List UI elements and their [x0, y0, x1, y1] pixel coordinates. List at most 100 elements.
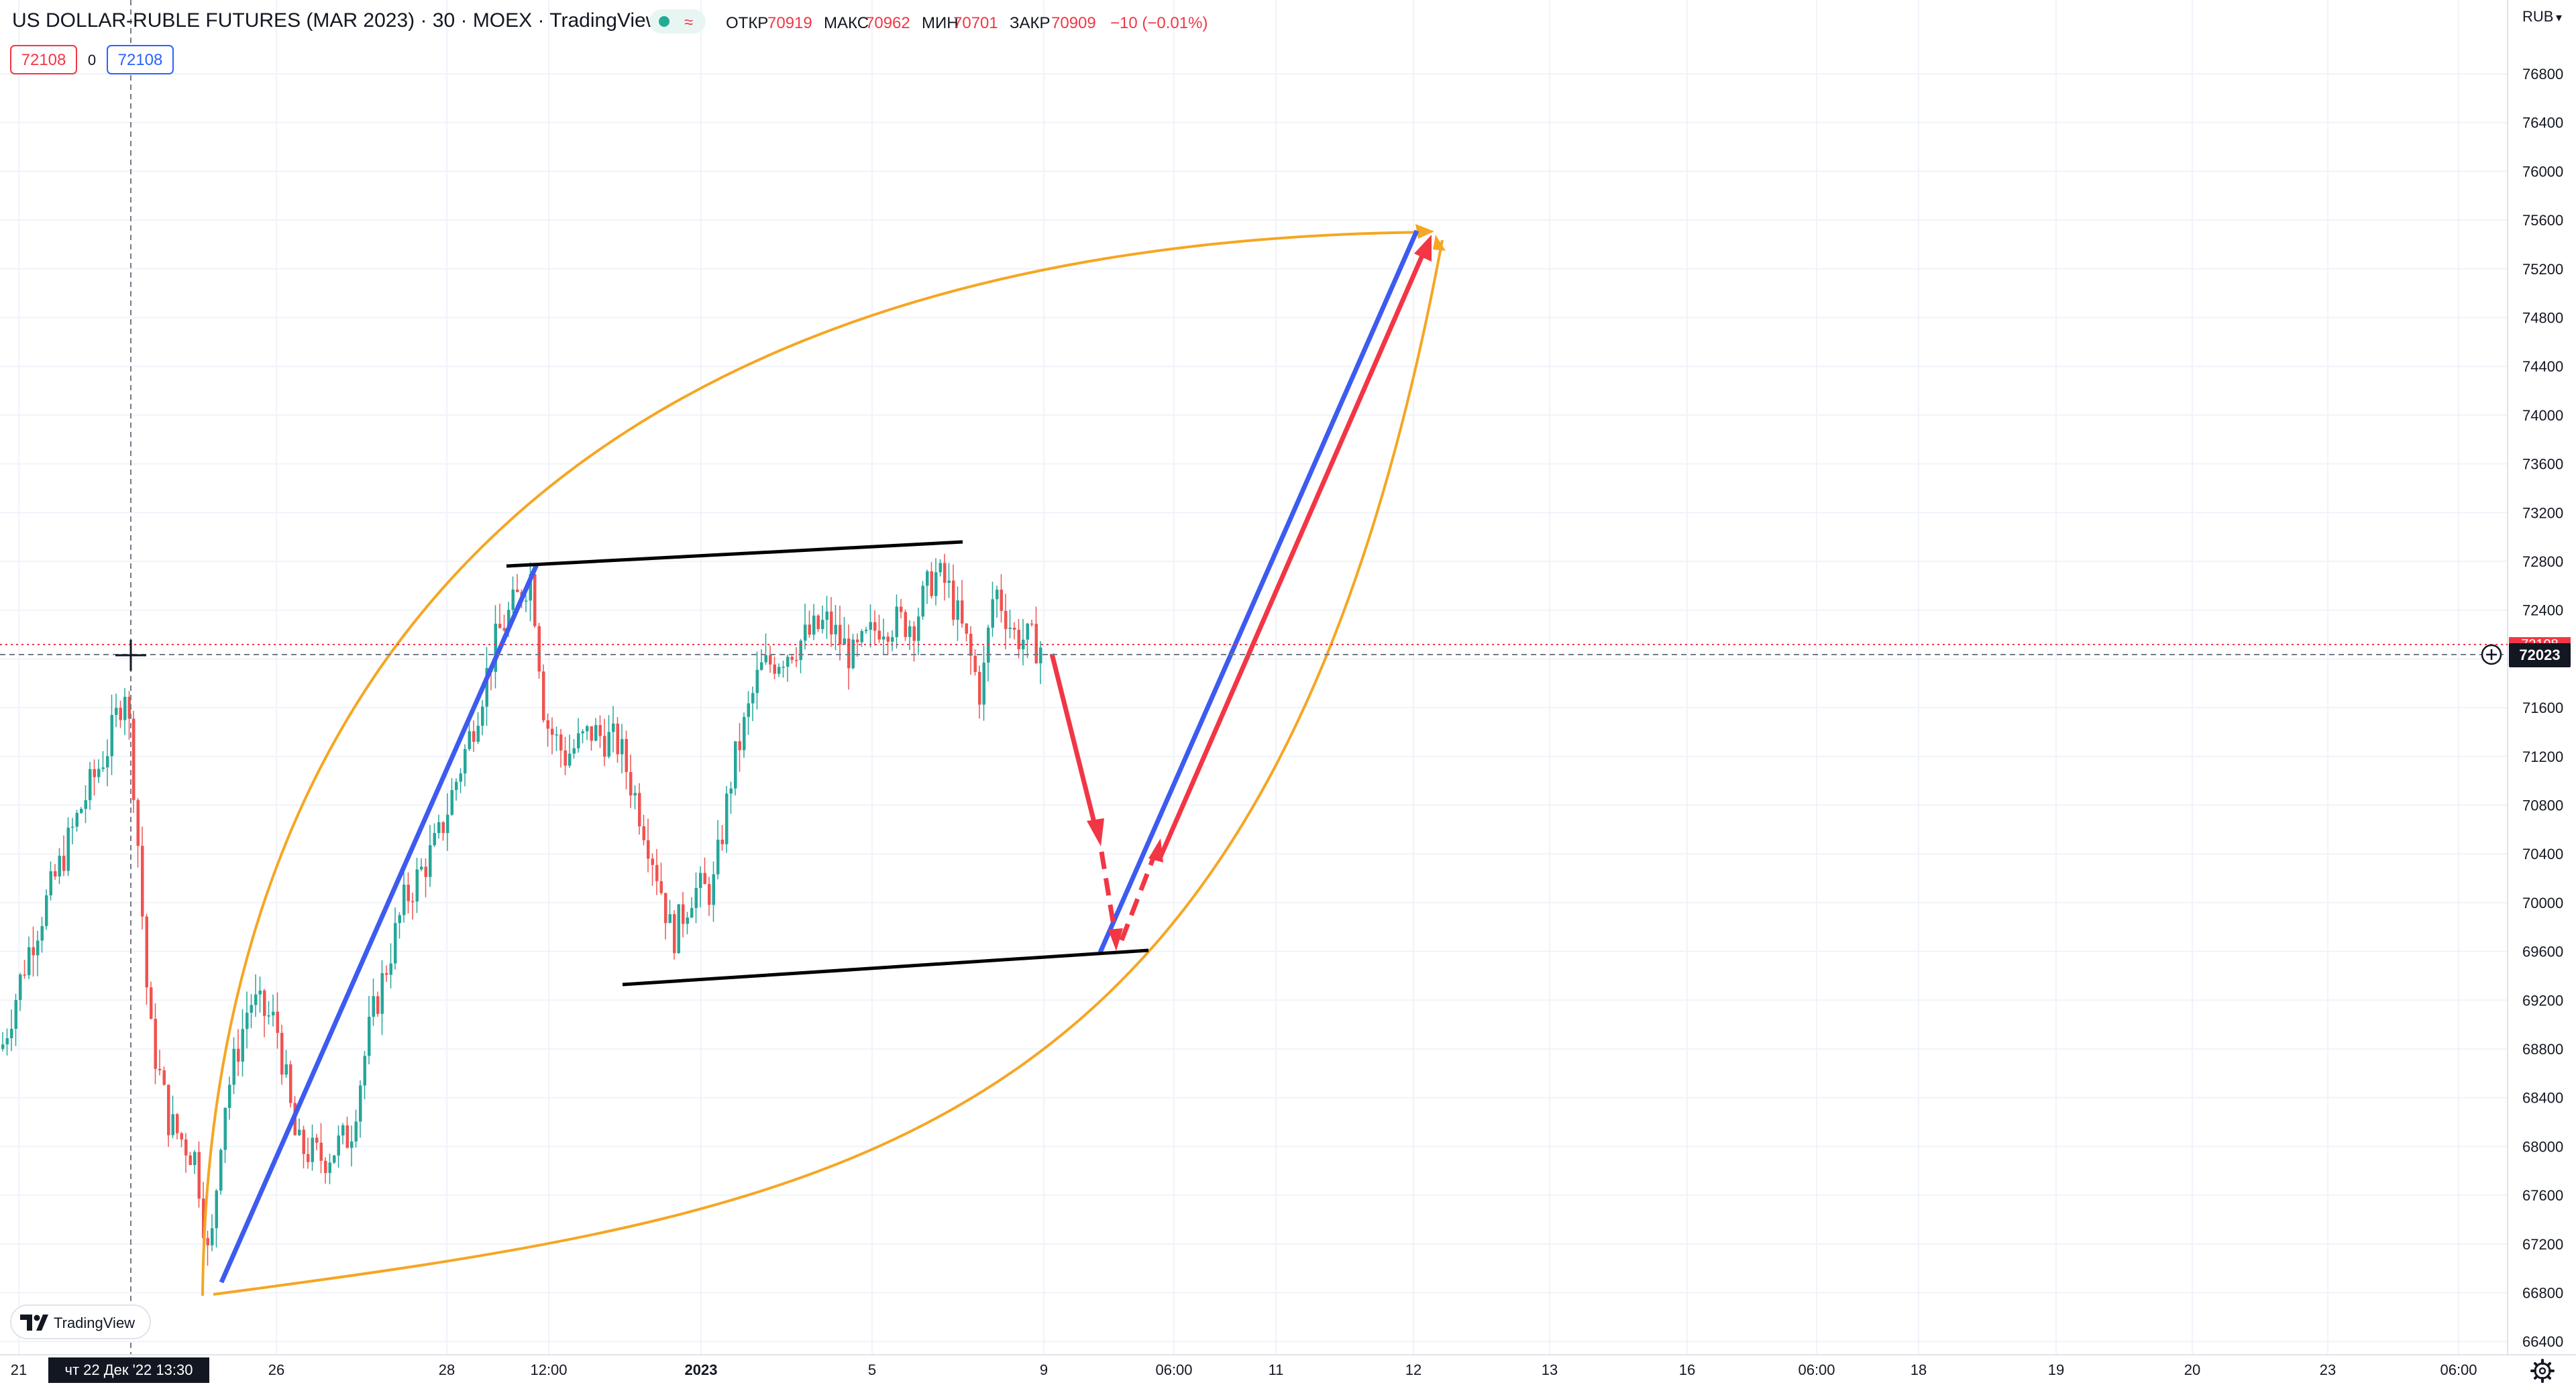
price-tick-label: 73600 — [2522, 456, 2563, 473]
orange-upper-curve[interactable] — [201, 231, 1431, 1296]
ohlc-label: МИН — [922, 14, 959, 32]
orange-arrowhead-right — [1415, 224, 1434, 239]
candle — [830, 597, 833, 647]
price-tick-label: 72800 — [2522, 553, 2563, 570]
buy-button[interactable] — [107, 45, 174, 74]
price-tick-label: 75200 — [2522, 261, 2563, 278]
candle — [699, 866, 702, 907]
channel-lower-line[interactable] — [622, 948, 1149, 987]
candle — [101, 750, 105, 772]
candlestick-series — [1, 553, 1042, 1266]
time-tick-label: 19 — [2048, 1361, 2064, 1378]
candle — [633, 785, 637, 810]
price-scale[interactable]: 76800 76400 76000 75600 75200 74800 74400 74000… — [2507, 0, 2563, 1355]
drawings-layer[interactable] — [201, 224, 1446, 1296]
candle — [19, 972, 22, 1011]
price-tick-label: 66400 — [2522, 1333, 2563, 1350]
price-tick-label: 76400 — [2522, 115, 2563, 131]
candle — [738, 723, 741, 772]
candle — [66, 817, 70, 877]
time-tick-label: 18 — [1911, 1361, 1927, 1378]
ohlc-label: МАКС — [824, 14, 869, 32]
candle — [511, 576, 515, 614]
blue-trend-line[interactable] — [219, 563, 539, 1284]
candle — [603, 718, 606, 767]
price-tick-label: 74400 — [2522, 358, 2563, 375]
candle — [197, 1141, 201, 1208]
symbol-title[interactable]: US DOLLAR-RUBLE FUTURES (MAR 2023) · 30 … — [12, 9, 661, 32]
candle — [468, 720, 471, 751]
chart-legend[interactable]: US DOLLAR-RUBLE FUTURES (MAR 2023) · 30 … — [10, 9, 1208, 74]
candle — [777, 663, 781, 677]
channel-upper-line[interactable] — [506, 540, 963, 568]
time-tick-label: 06:00 — [1155, 1361, 1192, 1378]
candle — [716, 820, 720, 880]
candle — [816, 614, 820, 632]
time-tick-label: 12:00 — [530, 1361, 567, 1378]
candle — [150, 981, 153, 1019]
candle — [14, 993, 17, 1046]
candle — [363, 1050, 366, 1099]
candle — [502, 614, 506, 632]
tradingview-logo-icon — [20, 1315, 48, 1331]
crosshair-price-label: 72023 — [2519, 647, 2560, 663]
candle — [930, 562, 933, 599]
market-status-indicator[interactable]: ≈ — [649, 9, 706, 34]
red-down-arrowhead — [1087, 818, 1104, 846]
candle — [860, 628, 863, 647]
candle — [123, 688, 127, 736]
crosshair-time-label: чт 22 Дек '22 13:30 — [65, 1361, 193, 1378]
candle — [106, 739, 109, 787]
candle — [847, 624, 851, 690]
sell-button[interactable] — [10, 45, 77, 74]
time-tick-label: 06:00 — [1798, 1361, 1835, 1378]
candle — [625, 730, 628, 790]
time-scale[interactable]: 21 26 28 12:00 2023 5 9 06:00 11 12 13 16 06:00 18 19 2… — [0, 1354, 2576, 1383]
chevron-down-icon[interactable]: ▾ — [2556, 11, 2562, 24]
candle — [354, 1109, 358, 1148]
candle — [808, 610, 811, 638]
red-dashed-up-arrow[interactable] — [1119, 852, 1158, 942]
candle — [189, 1152, 192, 1166]
red-up-arrow[interactable] — [1157, 248, 1428, 861]
candle — [368, 996, 371, 1064]
price-tick-label: 69200 — [2522, 992, 2563, 1009]
red-down-arrow[interactable] — [1049, 653, 1097, 826]
candle — [568, 734, 572, 769]
currency-label[interactable]: RUB — [2522, 8, 2553, 25]
price-tick-label: 67600 — [2522, 1187, 2563, 1204]
candle — [141, 826, 144, 930]
candle — [647, 818, 650, 873]
candle — [80, 807, 83, 814]
candle — [673, 910, 676, 960]
add-alert-icon[interactable] — [2481, 644, 2502, 665]
candle — [136, 797, 140, 868]
candle — [638, 783, 641, 835]
candle — [289, 1060, 292, 1108]
candle — [302, 1125, 305, 1169]
time-tick-label: 26 — [268, 1361, 284, 1378]
candle — [241, 1009, 244, 1077]
tradingview-logo[interactable]: TradingView — [10, 1304, 151, 1339]
candle — [734, 741, 737, 796]
red-up-arrowhead — [1414, 235, 1432, 262]
orange-lower-curve[interactable] — [213, 239, 1444, 1296]
blue-projection-line[interactable] — [1097, 229, 1419, 954]
settings-gear-icon[interactable] — [2530, 1359, 2555, 1383]
red-dashed-down-arrow[interactable] — [1099, 851, 1118, 934]
candle — [572, 739, 576, 759]
chart-grid — [0, 0, 2508, 1355]
candle — [315, 1133, 319, 1151]
price-tick-label: 67200 — [2522, 1236, 2563, 1253]
price-tick-label: 73200 — [2522, 504, 2563, 521]
candle — [246, 991, 249, 1049]
candle — [804, 604, 807, 650]
candle — [110, 694, 113, 775]
candle — [1030, 619, 1034, 627]
candle — [127, 691, 131, 740]
time-tick-label: 5 — [868, 1361, 876, 1378]
tradingview-logo-text: TradingView — [54, 1315, 135, 1331]
candle — [834, 604, 837, 651]
ohlc-label: ОТКР — [726, 14, 768, 32]
